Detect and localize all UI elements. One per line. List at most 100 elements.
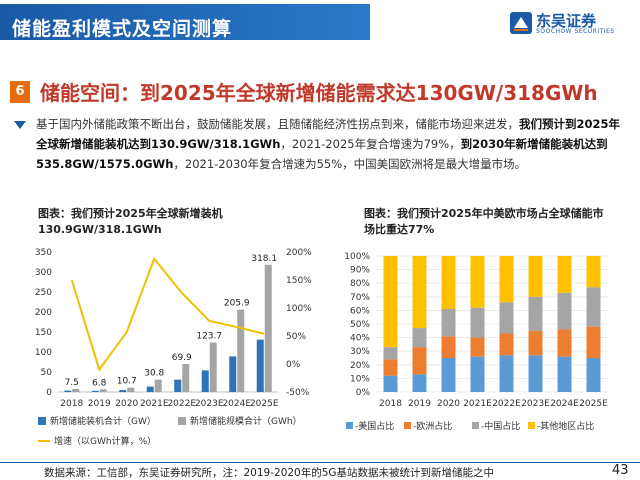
logo-icon: [510, 12, 532, 34]
header: 储能盈利模式及空间测算 东吴证券 SOOCHOW SECURITIES: [0, 0, 640, 46]
bar-us: [441, 358, 456, 392]
logo-subtext: SOOCHOW SECURITIES: [536, 28, 615, 35]
bar-eu: [528, 330, 543, 356]
y2-tick-label: 150%: [286, 276, 312, 286]
para-text-3: ，2021-2030年复合增速为55%，中国美国欧洲将是最大增量市场。: [173, 157, 527, 171]
y-tick-label: 150: [35, 328, 52, 338]
bar-other: [441, 256, 456, 310]
chart-new-installations: 0 50 100 150 200 250 300 350 -50% 0% 50% 100% 150% 20…: [35, 248, 312, 447]
chart2-title: 图表：我们预计2025年中美欧市场占全球储能市场比重达77%: [364, 207, 604, 236]
bar-other: [586, 256, 601, 288]
data-label: 205.9: [224, 299, 250, 309]
data-label: 10.7: [117, 377, 137, 387]
bar-other: [412, 256, 427, 329]
bar-gw: [119, 390, 127, 392]
bar-gwh: [264, 264, 272, 392]
x-tick-label: 2025E: [250, 399, 279, 409]
legend-label-growth: 增速（以GWh计算，%）: [54, 435, 156, 447]
footer-divider: [0, 462, 640, 463]
logo-text: 东吴证券: [536, 12, 597, 30]
bar-us: [586, 358, 601, 392]
para-bold-1: 我们预计到2025年全球新增储能装机达到130.9GW/318.1GWh: [36, 117, 621, 151]
bar-eu: [557, 329, 572, 357]
bar-gw: [174, 379, 182, 392]
bar-cn: [586, 287, 601, 327]
y-tick-label: 100: [35, 348, 52, 358]
data-label: 123.7: [196, 332, 222, 342]
bar-cn: [441, 309, 456, 337]
data-label: 318.1: [251, 254, 277, 264]
bar-gwh: [182, 364, 190, 392]
bar-gwh: [237, 309, 245, 392]
legend-label: -欧洲占比: [413, 420, 452, 432]
chart1-title: 图表：我们预计2025年全球新增装机130.9GW/318.1GWh: [38, 207, 223, 236]
legend-swatch: [404, 422, 411, 429]
legend-swatch-gw: [38, 417, 46, 425]
x-tick-label: 2024E: [222, 399, 251, 409]
legend-label-gw: 新增储能装机合计（GW）: [50, 415, 156, 427]
legend-swatch-gwh: [178, 417, 186, 425]
x-tick-label: 2023E: [195, 399, 224, 409]
bar-gwh: [209, 342, 217, 392]
legend-swatch: [346, 422, 353, 429]
x-tick-label: 2023E: [521, 399, 550, 409]
bar-us: [412, 374, 427, 392]
y-tick-label: 30%: [350, 347, 370, 357]
y2-tick-label: 0%: [286, 360, 301, 370]
bar-cn: [470, 307, 485, 338]
section-number: 6: [10, 81, 30, 103]
data-label: 6.8: [92, 378, 107, 388]
y-tick-label: 50%: [350, 320, 370, 330]
bar-gw: [64, 390, 72, 392]
y-tick-label: 80%: [350, 279, 370, 289]
footer-source: 数据来源：工信部，东吴证券研究所，注：2019-2020年的5G基站数据未被统计…: [44, 467, 495, 479]
section-title: 储能空间：到2025年全球新增储能需求达130GW/318GWh: [40, 81, 598, 105]
para-text-2: ，2021-2025年复合增速为79%，: [280, 137, 461, 151]
bar-eu: [470, 337, 485, 357]
y-tick-label: 200: [35, 308, 52, 318]
bar-cn: [383, 347, 398, 360]
bar-cn: [499, 302, 514, 334]
y-tick-label: 100%: [344, 252, 370, 262]
y-tick-label: 10%: [350, 374, 370, 384]
bar-eu: [441, 336, 456, 358]
bar-gwh: [127, 387, 135, 392]
x-tick-label: 2018: [60, 399, 83, 409]
page-number: 43: [612, 463, 629, 478]
bar-other: [499, 256, 514, 303]
page-title: 储能盈利模式及空间测算: [12, 18, 233, 40]
growth-line: [70, 256, 265, 372]
y2-tick-label: 50%: [286, 332, 306, 342]
y2-tick-label: 200%: [286, 248, 312, 258]
bar-us: [383, 375, 398, 392]
data-label: 30.8: [144, 369, 164, 379]
legend-label-gwh: 新增储能规模合计（GWh）: [190, 415, 302, 427]
bar-gwh: [72, 389, 80, 392]
bar-eu: [383, 359, 398, 376]
para-bold-2: 到2030年新增储能装机达到535.8GW/1575.0GWh: [36, 137, 608, 171]
bar-gw: [91, 390, 99, 392]
bar-other: [557, 256, 572, 293]
header-bar: 储能盈利模式及空间测算: [0, 4, 370, 40]
bar-cn: [412, 328, 427, 348]
bar-gw: [229, 356, 237, 392]
chart-regional-share: 0% 10% 20% 30% 40% 50% 60% 70% 80% 90% 100% 2018 201…: [344, 252, 608, 432]
legend-swatch: [528, 422, 535, 429]
y-tick-label: 250: [35, 288, 52, 298]
legend-label: -其他地区占比: [537, 420, 594, 432]
bar-us: [499, 355, 514, 392]
bar-cn: [528, 296, 543, 331]
y2-tick-label: -50%: [286, 388, 310, 398]
summary-paragraph: 基于国内外储能政策不断出台，鼓励储能发展，且随储能经济性拐点到来，储能市场迎来迸…: [36, 114, 630, 174]
x-tick-label: 2019: [408, 399, 431, 409]
x-tick-label: 2025E: [579, 399, 608, 409]
x-tick-label: 2024E: [550, 399, 579, 409]
bar-gw: [201, 370, 209, 392]
legend-label: -美国占比: [355, 420, 394, 432]
legend-label: -中国占比: [481, 420, 520, 432]
y-tick-label: 70%: [350, 293, 370, 303]
x-tick-label: 2022E: [492, 399, 521, 409]
y-tick-label: 350: [35, 248, 52, 258]
y-tick-label: 90%: [350, 266, 370, 276]
bar-gwh: [154, 379, 162, 392]
